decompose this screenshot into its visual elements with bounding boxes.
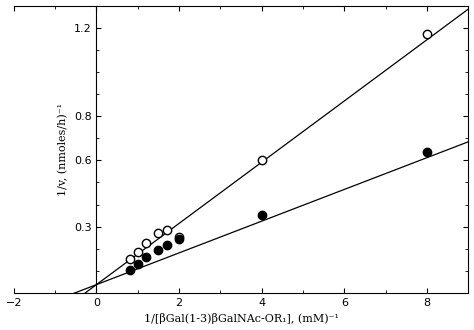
X-axis label: 1/[βGal(1-3)βGalNAc-OR₁], (mM)⁻¹: 1/[βGal(1-3)βGalNAc-OR₁], (mM)⁻¹: [144, 314, 338, 324]
Y-axis label: 1/v, (nmoles/h)⁻¹: 1/v, (nmoles/h)⁻¹: [58, 103, 68, 196]
